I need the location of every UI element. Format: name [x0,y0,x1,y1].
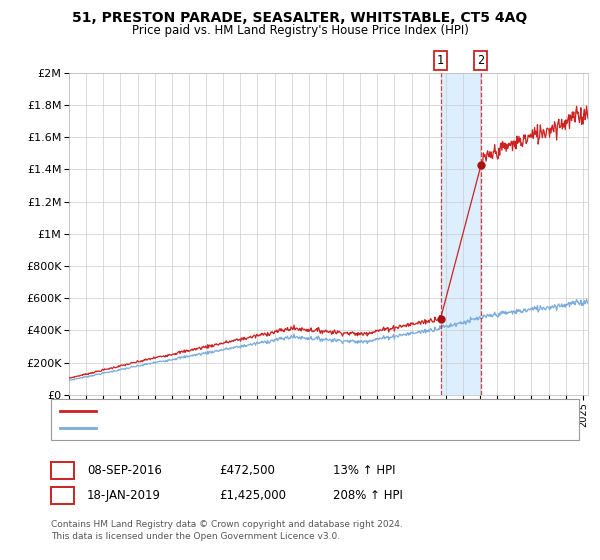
Text: Contains HM Land Registry data © Crown copyright and database right 2024.
This d: Contains HM Land Registry data © Crown c… [51,520,403,541]
Text: £472,500: £472,500 [219,464,275,477]
Text: 51, PRESTON PARADE, SEASALTER, WHITSTABLE, CT5 4AQ: 51, PRESTON PARADE, SEASALTER, WHITSTABL… [73,11,527,25]
Text: HPI: Average price, detached house, Canterbury: HPI: Average price, detached house, Cant… [105,423,357,433]
Text: 1: 1 [437,54,444,67]
Text: 1: 1 [59,464,66,477]
Text: 18-JAN-2019: 18-JAN-2019 [87,489,161,502]
Text: £1,425,000: £1,425,000 [219,489,286,502]
Text: 2: 2 [59,489,66,502]
Text: 51, PRESTON PARADE, SEASALTER, WHITSTABLE, CT5 4AQ (detached house): 51, PRESTON PARADE, SEASALTER, WHITSTABL… [105,405,503,416]
Text: 2: 2 [478,54,485,67]
Text: Price paid vs. HM Land Registry's House Price Index (HPI): Price paid vs. HM Land Registry's House … [131,24,469,37]
Text: 208% ↑ HPI: 208% ↑ HPI [333,489,403,502]
Text: 13% ↑ HPI: 13% ↑ HPI [333,464,395,477]
Text: 08-SEP-2016: 08-SEP-2016 [87,464,162,477]
Bar [440,73,481,395]
